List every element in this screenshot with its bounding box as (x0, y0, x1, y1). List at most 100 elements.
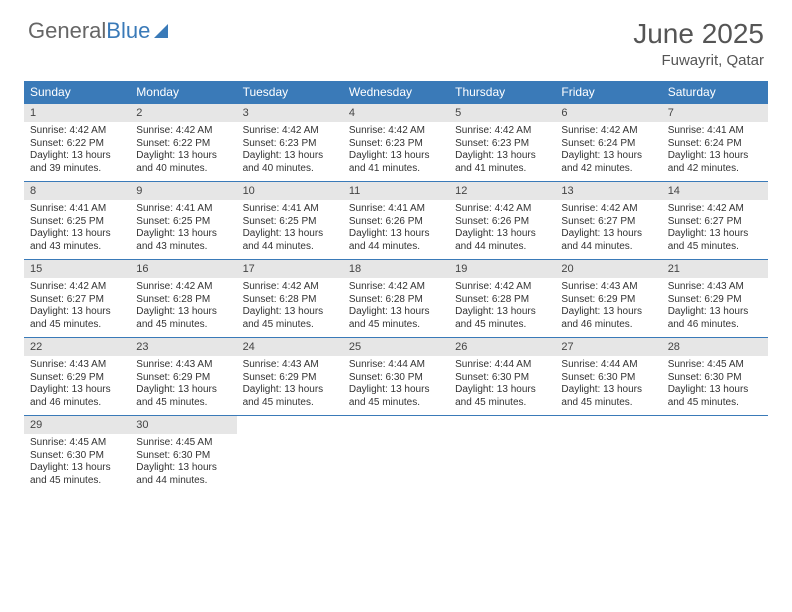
day-body-cell: Sunrise: 4:44 AMSunset: 6:30 PMDaylight:… (449, 356, 555, 416)
daylight-line: Daylight: 13 hours and 46 minutes. (561, 306, 655, 331)
day-number-row: 891011121314 (24, 182, 768, 201)
day-number-cell: 20 (555, 260, 661, 279)
sunset-line: Sunset: 6:23 PM (455, 138, 549, 151)
day-number-cell: 28 (662, 338, 768, 357)
logo-triangle-icon (154, 24, 168, 38)
title-block: June 2025 Fuwayrit, Qatar (633, 18, 764, 69)
day-body-cell: Sunrise: 4:44 AMSunset: 6:30 PMDaylight:… (555, 356, 661, 416)
day-body-cell: Sunrise: 4:42 AMSunset: 6:27 PMDaylight:… (555, 200, 661, 260)
sunset-line: Sunset: 6:30 PM (136, 450, 230, 463)
sunset-line: Sunset: 6:22 PM (30, 138, 124, 151)
day-number-cell: 11 (343, 182, 449, 201)
sunset-line: Sunset: 6:24 PM (668, 138, 762, 151)
sunset-line: Sunset: 6:27 PM (668, 216, 762, 229)
daylight-line: Daylight: 13 hours and 44 minutes. (561, 228, 655, 253)
sunset-line: Sunset: 6:28 PM (136, 294, 230, 307)
sunrise-line: Sunrise: 4:45 AM (136, 437, 230, 450)
day-body-cell: Sunrise: 4:42 AMSunset: 6:27 PMDaylight:… (24, 278, 130, 338)
location: Fuwayrit, Qatar (633, 52, 764, 69)
sunrise-line: Sunrise: 4:41 AM (136, 203, 230, 216)
day-number-cell: 18 (343, 260, 449, 279)
sunrise-line: Sunrise: 4:41 AM (668, 125, 762, 138)
logo-text-blue: Blue (106, 18, 150, 44)
weekday-header-row: Sunday Monday Tuesday Wednesday Thursday… (24, 81, 768, 104)
day-body-cell: Sunrise: 4:45 AMSunset: 6:30 PMDaylight:… (130, 434, 236, 493)
weekday-tuesday: Tuesday (237, 81, 343, 104)
day-body-cell: Sunrise: 4:45 AMSunset: 6:30 PMDaylight:… (24, 434, 130, 493)
daylight-line: Daylight: 13 hours and 45 minutes. (243, 306, 337, 331)
sunrise-line: Sunrise: 4:45 AM (668, 359, 762, 372)
sunset-line: Sunset: 6:28 PM (349, 294, 443, 307)
sunset-line: Sunset: 6:29 PM (136, 372, 230, 385)
day-body-cell (449, 434, 555, 493)
day-body-cell: Sunrise: 4:42 AMSunset: 6:26 PMDaylight:… (449, 200, 555, 260)
daylight-line: Daylight: 13 hours and 45 minutes. (561, 384, 655, 409)
weekday-sunday: Sunday (24, 81, 130, 104)
day-number-row: 1234567 (24, 104, 768, 123)
sunrise-line: Sunrise: 4:43 AM (30, 359, 124, 372)
weekday-monday: Monday (130, 81, 236, 104)
sunrise-line: Sunrise: 4:42 AM (136, 281, 230, 294)
daylight-line: Daylight: 13 hours and 39 minutes. (30, 150, 124, 175)
day-body-cell (662, 434, 768, 493)
day-body-cell: Sunrise: 4:41 AMSunset: 6:25 PMDaylight:… (237, 200, 343, 260)
daylight-line: Daylight: 13 hours and 44 minutes. (136, 462, 230, 487)
day-number-cell: 24 (237, 338, 343, 357)
sunrise-line: Sunrise: 4:42 AM (349, 125, 443, 138)
sunrise-line: Sunrise: 4:42 AM (136, 125, 230, 138)
calendar-body: 1234567Sunrise: 4:42 AMSunset: 6:22 PMDa… (24, 104, 768, 494)
sunset-line: Sunset: 6:30 PM (668, 372, 762, 385)
sunset-line: Sunset: 6:30 PM (561, 372, 655, 385)
sunset-line: Sunset: 6:30 PM (349, 372, 443, 385)
day-number-row: 15161718192021 (24, 260, 768, 279)
day-body-row: Sunrise: 4:41 AMSunset: 6:25 PMDaylight:… (24, 200, 768, 260)
sunrise-line: Sunrise: 4:44 AM (561, 359, 655, 372)
day-number-cell (662, 416, 768, 435)
sunset-line: Sunset: 6:23 PM (243, 138, 337, 151)
day-number-cell: 1 (24, 104, 130, 123)
day-number-cell: 17 (237, 260, 343, 279)
day-number-cell: 27 (555, 338, 661, 357)
day-body-cell: Sunrise: 4:43 AMSunset: 6:29 PMDaylight:… (662, 278, 768, 338)
sunset-line: Sunset: 6:29 PM (30, 372, 124, 385)
day-body-cell: Sunrise: 4:42 AMSunset: 6:28 PMDaylight:… (130, 278, 236, 338)
daylight-line: Daylight: 13 hours and 40 minutes. (136, 150, 230, 175)
daylight-line: Daylight: 13 hours and 45 minutes. (455, 384, 549, 409)
sunrise-line: Sunrise: 4:42 AM (668, 203, 762, 216)
day-body-row: Sunrise: 4:45 AMSunset: 6:30 PMDaylight:… (24, 434, 768, 493)
day-body-cell: Sunrise: 4:43 AMSunset: 6:29 PMDaylight:… (130, 356, 236, 416)
day-number-cell (449, 416, 555, 435)
day-number-cell: 25 (343, 338, 449, 357)
daylight-line: Daylight: 13 hours and 45 minutes. (349, 306, 443, 331)
day-body-cell: Sunrise: 4:45 AMSunset: 6:30 PMDaylight:… (662, 356, 768, 416)
sunrise-line: Sunrise: 4:42 AM (455, 125, 549, 138)
day-number-cell: 2 (130, 104, 236, 123)
daylight-line: Daylight: 13 hours and 40 minutes. (243, 150, 337, 175)
day-number-cell: 21 (662, 260, 768, 279)
daylight-line: Daylight: 13 hours and 44 minutes. (455, 228, 549, 253)
sunrise-line: Sunrise: 4:44 AM (455, 359, 549, 372)
sunrise-line: Sunrise: 4:42 AM (243, 281, 337, 294)
calendar-table: Sunday Monday Tuesday Wednesday Thursday… (24, 81, 768, 493)
sunrise-line: Sunrise: 4:42 AM (349, 281, 443, 294)
day-body-cell: Sunrise: 4:42 AMSunset: 6:22 PMDaylight:… (24, 122, 130, 182)
sunrise-line: Sunrise: 4:42 AM (455, 281, 549, 294)
header: GeneralBlue June 2025 Fuwayrit, Qatar (0, 0, 792, 75)
weekday-wednesday: Wednesday (343, 81, 449, 104)
daylight-line: Daylight: 13 hours and 41 minutes. (349, 150, 443, 175)
sunset-line: Sunset: 6:24 PM (561, 138, 655, 151)
daylight-line: Daylight: 13 hours and 45 minutes. (349, 384, 443, 409)
day-body-cell: Sunrise: 4:41 AMSunset: 6:25 PMDaylight:… (24, 200, 130, 260)
daylight-line: Daylight: 13 hours and 45 minutes. (243, 384, 337, 409)
day-body-cell: Sunrise: 4:42 AMSunset: 6:22 PMDaylight:… (130, 122, 236, 182)
sunset-line: Sunset: 6:30 PM (455, 372, 549, 385)
day-body-cell: Sunrise: 4:42 AMSunset: 6:23 PMDaylight:… (343, 122, 449, 182)
day-number-cell (237, 416, 343, 435)
day-body-cell: Sunrise: 4:41 AMSunset: 6:24 PMDaylight:… (662, 122, 768, 182)
day-body-cell: Sunrise: 4:42 AMSunset: 6:23 PMDaylight:… (449, 122, 555, 182)
logo: GeneralBlue (28, 18, 168, 44)
daylight-line: Daylight: 13 hours and 46 minutes. (30, 384, 124, 409)
day-number-cell (343, 416, 449, 435)
day-body-cell: Sunrise: 4:42 AMSunset: 6:24 PMDaylight:… (555, 122, 661, 182)
sunrise-line: Sunrise: 4:44 AM (349, 359, 443, 372)
